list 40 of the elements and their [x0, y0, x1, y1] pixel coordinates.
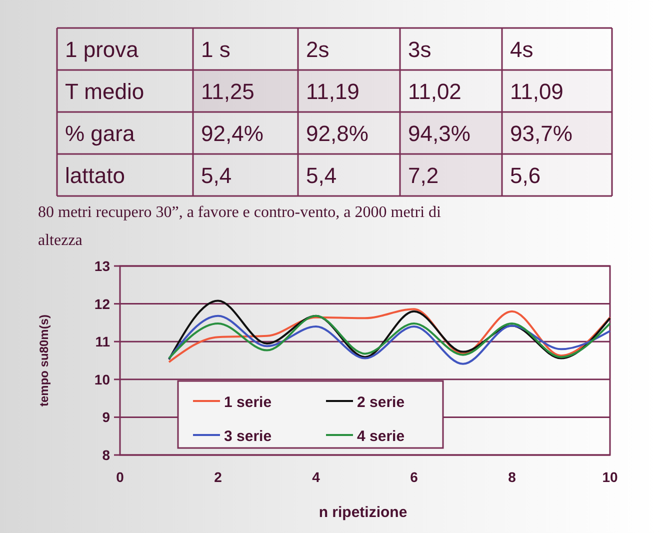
- data-label: 11,19: [306, 79, 360, 104]
- y-tick-label: 8: [102, 447, 110, 463]
- x-tick-label: 2: [214, 469, 222, 485]
- x-axis-title: n ripetizione: [318, 504, 408, 521]
- data-label: 11,02: [408, 79, 462, 104]
- y-tick-label: lattato: [65, 163, 125, 188]
- x-tick-label: 0: [116, 469, 124, 485]
- y-tick-label: 11: [95, 334, 110, 350]
- data-label: 7,2: [408, 163, 439, 188]
- legend-label: 1 serie: [224, 394, 272, 411]
- y-axis-title: tempo su80m(s): [37, 314, 51, 407]
- y-tick-label: 9: [102, 409, 110, 426]
- data-label: 5,4: [201, 163, 232, 188]
- x-tick-label: 4s: [510, 37, 534, 62]
- data-label: 5,4: [306, 163, 337, 188]
- chart-title: 80 metri recupero 30”, a favore e contro-vento, a 2000 metri di altezza: [38, 204, 442, 249]
- data-label: 93,7%: [510, 121, 572, 146]
- y-tick-label: 10: [94, 371, 110, 388]
- legend-label: 4 serie: [357, 428, 405, 445]
- x-tick-label: 8: [508, 469, 516, 485]
- data-label: 94,3%: [408, 121, 470, 146]
- legend-label: 2 serie: [357, 394, 405, 411]
- line-series: [168, 300, 611, 360]
- data-label: 11,25: [201, 79, 254, 104]
- data-label: 11,09: [510, 79, 564, 104]
- x-tick-label: 10: [602, 469, 618, 485]
- legend-label: 3 serie: [224, 428, 272, 445]
- data-label: 92,4%: [201, 121, 264, 146]
- y-tick-label: % gara: [65, 121, 136, 146]
- legend-title: 1 prova: [65, 37, 140, 62]
- data-label: 92,8%: [306, 121, 368, 146]
- y-tick-label: 12: [94, 296, 110, 312]
- x-tick-label: 2s: [306, 37, 330, 62]
- y-tick-label: T medio: [65, 79, 144, 104]
- y-tick-label: 13: [94, 258, 110, 274]
- x-tick-label: 3s: [408, 37, 432, 62]
- data-label: 5,6: [510, 163, 541, 188]
- x-tick-label: 6: [410, 469, 418, 485]
- x-tick-label: 1 s: [201, 37, 230, 62]
- x-tick-label: 4: [312, 469, 320, 485]
